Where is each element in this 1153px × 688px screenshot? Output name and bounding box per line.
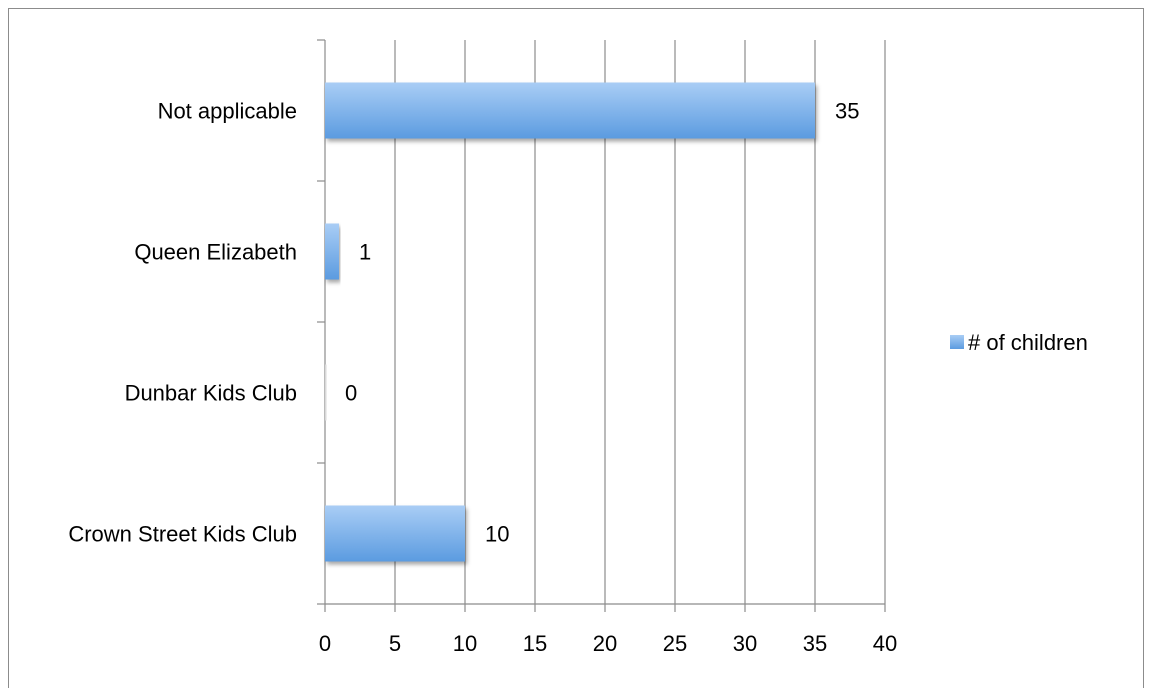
x-tick-label: 25 — [663, 631, 687, 656]
bars — [325, 82, 815, 562]
chart-frame — [8, 8, 1144, 688]
category-label: Queen Elizabeth — [134, 240, 297, 265]
legend-swatch — [950, 335, 964, 349]
category-label: Crown Street Kids Club — [68, 522, 297, 547]
x-tick-label: 30 — [733, 631, 757, 656]
data-label: 35 — [835, 99, 859, 124]
category-label: Not applicable — [158, 99, 297, 124]
bar — [325, 364, 327, 421]
bar — [325, 223, 339, 280]
x-tick-label: 10 — [453, 631, 477, 656]
legend: # of children — [950, 330, 1088, 355]
x-tick-label: 5 — [389, 631, 401, 656]
bar — [325, 505, 465, 562]
category-label: Dunbar Kids Club — [125, 381, 297, 406]
data-label: 10 — [485, 522, 509, 547]
x-tick-label: 15 — [523, 631, 547, 656]
data-label: 0 — [345, 381, 357, 406]
x-tick-label: 35 — [803, 631, 827, 656]
data-label: 1 — [359, 240, 371, 265]
legend-label: # of children — [968, 330, 1088, 355]
bar — [325, 82, 815, 139]
x-tick-label: 20 — [593, 631, 617, 656]
x-tick-label: 0 — [319, 631, 331, 656]
x-tick-label: 40 — [873, 631, 897, 656]
